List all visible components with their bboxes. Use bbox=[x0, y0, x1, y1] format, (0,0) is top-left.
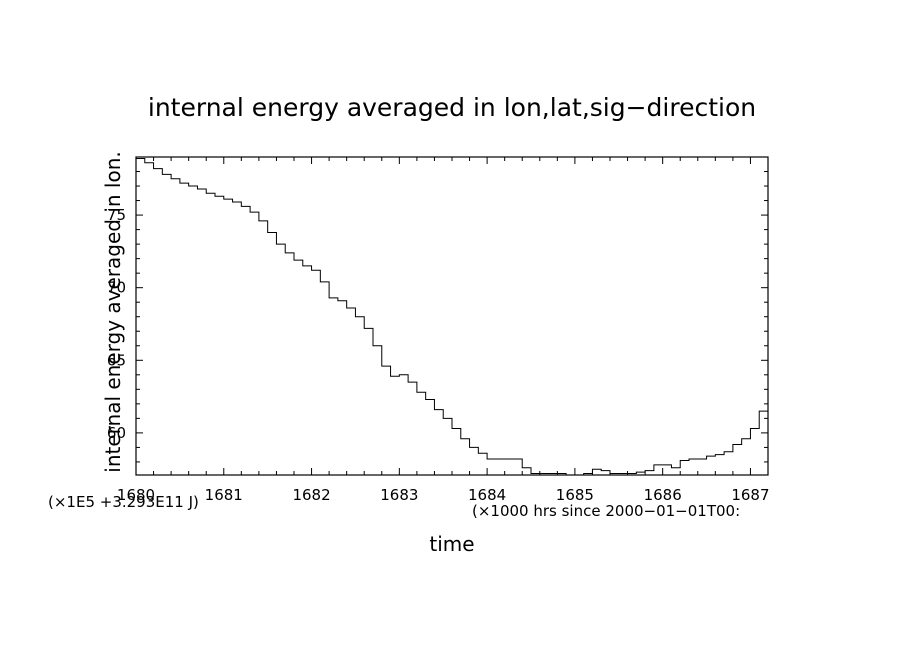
y-axis-ticks bbox=[136, 156, 768, 463]
y-unit-note: (×1E5 +3.293E11 J) bbox=[48, 493, 199, 511]
x-tick-label: 1683 bbox=[380, 486, 418, 504]
x-tick-label: 1684 bbox=[468, 486, 506, 504]
x-axis-label: time bbox=[429, 532, 474, 556]
x-tick-label: 1685 bbox=[556, 486, 594, 504]
chart-title: internal energy averaged in lon,lat,sig−… bbox=[148, 93, 756, 122]
x-tick-label: 1681 bbox=[205, 486, 243, 504]
y-tick-label: 75 bbox=[107, 206, 126, 224]
x-tick-label: 1680 bbox=[117, 486, 155, 504]
x-unit-note: (×1000 hrs since 2000−01−01T00: bbox=[472, 502, 740, 520]
x-axis-tick-labels: 1680 1681 1682 1683 1684 1685 1686 1687 bbox=[117, 486, 770, 504]
y-axis-label: internal energy averaged in lon. bbox=[101, 151, 125, 472]
y-tick-label: 65 bbox=[107, 351, 126, 369]
y-tick-label: 60 bbox=[107, 424, 126, 442]
y-axis-tick-labels: 60 65 70 75 bbox=[107, 206, 126, 442]
y-tick-label: 70 bbox=[107, 279, 126, 297]
x-tick-label: 1686 bbox=[644, 486, 682, 504]
x-tick-label: 1687 bbox=[731, 486, 769, 504]
x-tick-label: 1682 bbox=[292, 486, 330, 504]
series-line bbox=[136, 157, 769, 476]
